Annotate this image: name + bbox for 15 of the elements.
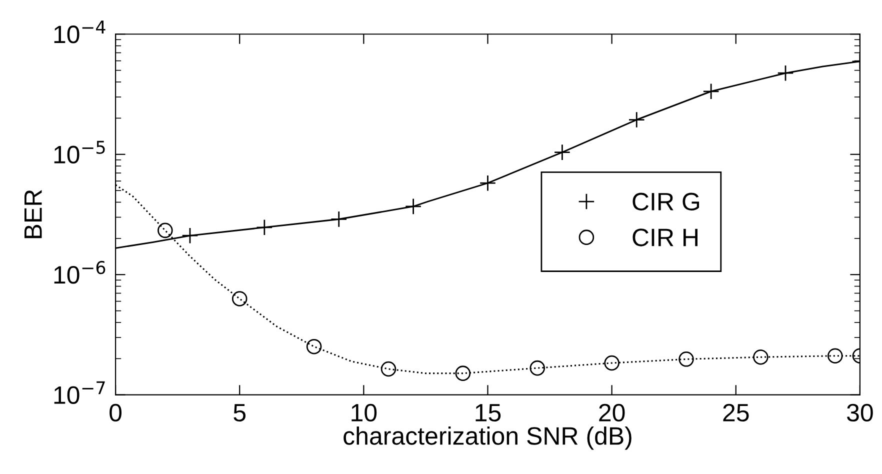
x-tick-label: 10 (352, 404, 377, 422)
y-tick-label: 10$^{−7}$ (54, 381, 105, 404)
legend-label: CIR H (632, 228, 698, 246)
y-axis-title: BER (24, 190, 42, 238)
x-axis-title: characterization SNR (dB) (344, 426, 632, 450)
x-tick-label: 20 (599, 404, 625, 422)
x-tick-label: 0 (110, 404, 122, 422)
y-tick-label: 10$^{−4}$ (54, 20, 106, 44)
x-tick-label: 30 (847, 404, 873, 422)
y-tick-label: 10$^{−6}$ (54, 260, 106, 284)
x-tick-label: 15 (476, 404, 501, 422)
x-tick-label: 5 (234, 404, 246, 422)
legend-label: CIR G (632, 192, 700, 211)
x-tick-label: 25 (723, 404, 749, 422)
y-tick-label: 10$^{−5}$ (54, 140, 105, 164)
